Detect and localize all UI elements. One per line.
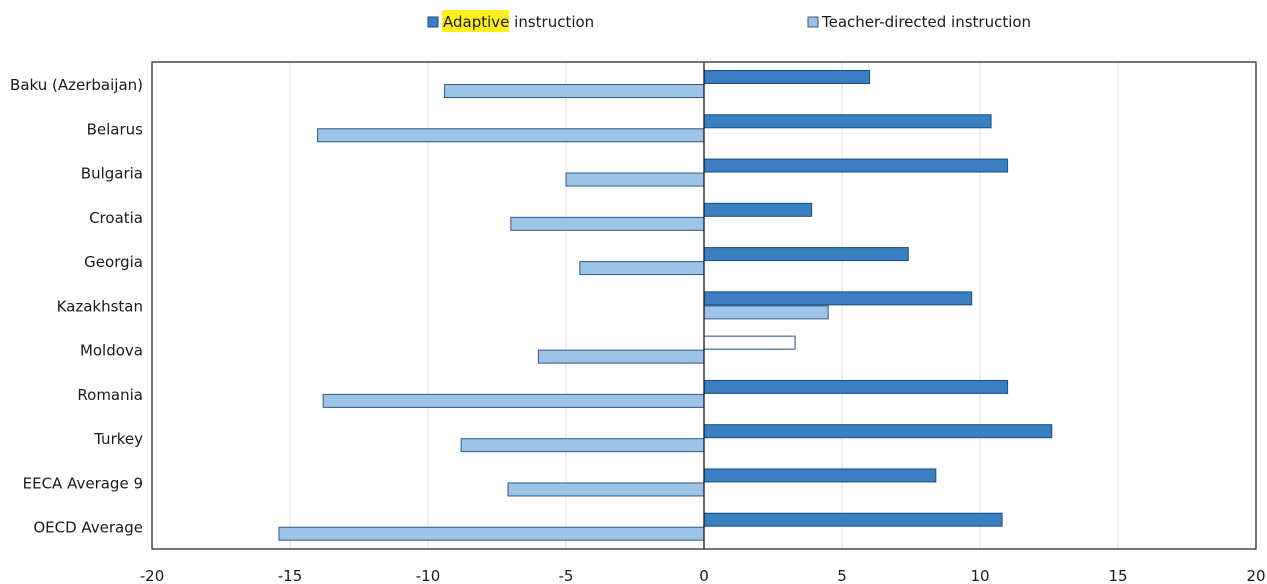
bar-teacher-directed [460,438,705,453]
bar-teacher-directed [322,393,705,408]
bar-teacher-directed [317,128,705,143]
x-tick-label: -10 [416,567,441,584]
bar-teacher-directed [507,482,705,497]
legend-label-adaptive-rest: instruction [509,13,594,31]
category-label: Romania [77,386,143,404]
legend-swatch-teacher-directed [807,16,819,28]
category-label: Bulgaria [81,165,143,183]
bar-adaptive [703,291,973,306]
bar-teacher-directed [537,349,705,364]
x-tick-label: 5 [837,567,847,584]
bar-adaptive [703,114,992,129]
bar-adaptive [703,512,1003,527]
category-label: Belarus [87,120,144,138]
legend: Adaptive instruction Teacher-directed in… [427,10,1031,32]
bar-teacher-directed [703,305,829,320]
bar-adaptive [703,247,909,262]
x-tick-label: 0 [699,567,709,584]
x-tick-label: 20 [1246,567,1265,584]
legend-swatch-adaptive [427,16,439,28]
category-label: Baku (Azerbaijan) [10,76,143,94]
category-label: OECD Average [33,519,143,537]
category-label: Kazakhstan [57,297,143,315]
x-tick-label: 15 [1108,567,1127,584]
bar-adaptive [703,424,1053,439]
x-tick-label: -15 [278,567,303,584]
category-label: Moldova [80,342,143,360]
legend-highlight [442,10,509,32]
bar-teacher-directed [278,526,705,541]
bar-adaptive [703,70,871,84]
bar-adaptive [703,468,937,483]
bar-adaptive [703,335,796,350]
category-label: Turkey [93,430,143,448]
bar-teacher-directed [579,261,705,276]
x-tick-labels: -20 -15 -10 -5 0 5 10 15 20 [140,567,1266,584]
grid [289,62,1119,549]
legend-label-teacher-directed: Teacher-directed instruction [821,13,1031,31]
category-labels: Baku (Azerbaijan) Belarus Bulgaria Croatia G… [10,76,143,537]
legend-label-adaptive-highlighted: Adaptive [443,13,509,31]
bar-teacher-directed [444,84,705,98]
bar-teacher-directed [565,172,705,187]
category-label: Croatia [89,209,143,227]
bars [278,70,1053,541]
x-tick-label: 10 [970,567,989,584]
bar-adaptive [703,158,1009,173]
x-tick-label: -5 [559,567,574,584]
category-label: Georgia [84,253,143,271]
bar-adaptive [703,202,813,217]
legend-label-adaptive: Adaptive instruction [443,13,594,31]
bar-adaptive [703,379,1009,394]
bar-teacher-directed [510,216,705,231]
category-label: EECA Average 9 [23,474,143,492]
x-tick-label: -20 [140,567,165,584]
